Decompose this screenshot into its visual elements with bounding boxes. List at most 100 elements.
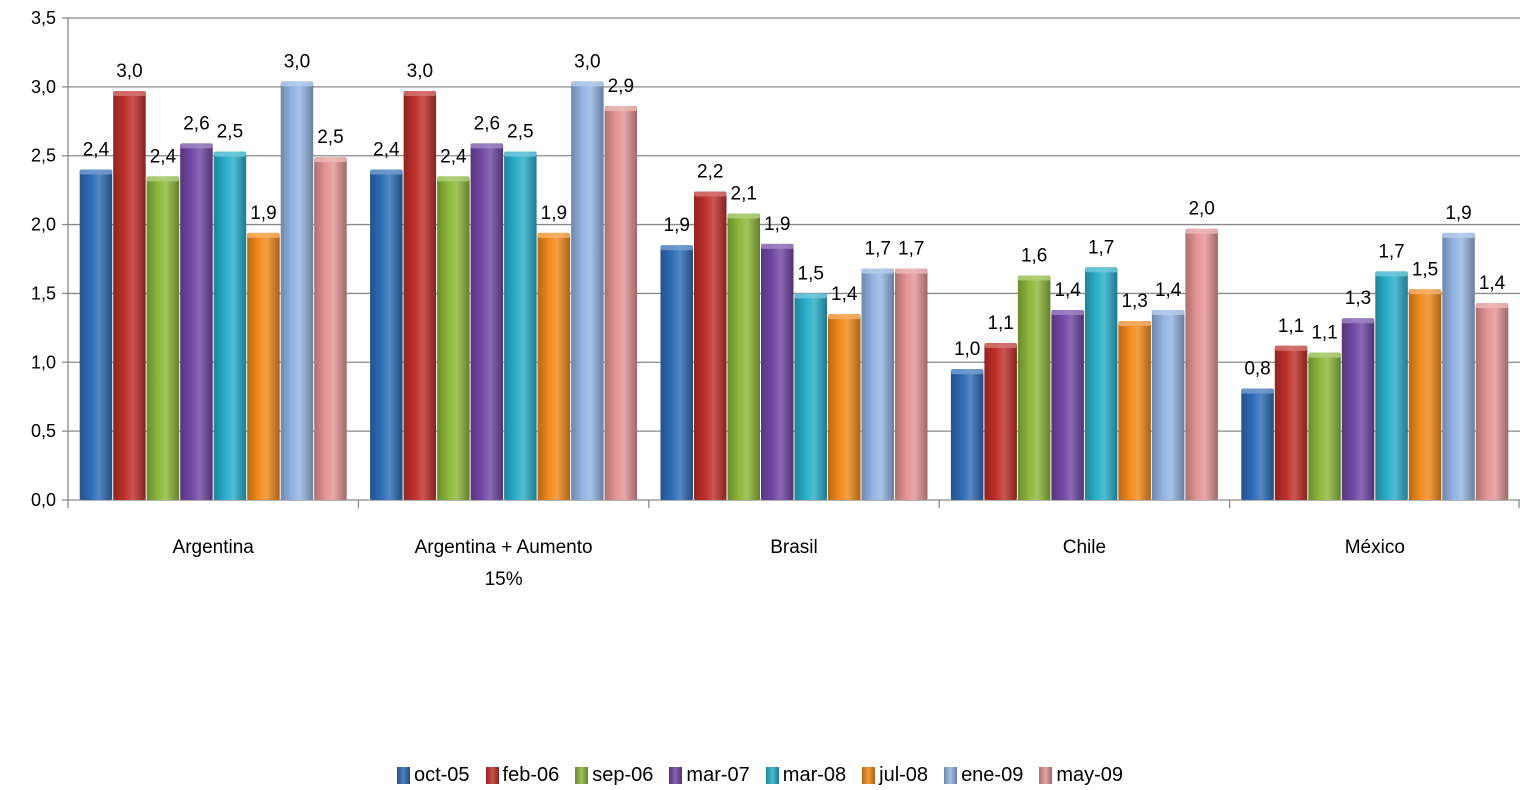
- data-label: 1,9: [764, 214, 790, 235]
- y-tick-label: 1,5: [31, 283, 56, 303]
- bar: [1476, 303, 1509, 500]
- bar: [1375, 271, 1408, 500]
- data-label: 1,1: [987, 313, 1013, 334]
- bar-cap: [147, 176, 180, 181]
- bar: [1275, 346, 1308, 500]
- bar-cap: [862, 269, 895, 274]
- data-label: 2,4: [150, 146, 177, 167]
- bar-cap: [984, 343, 1017, 348]
- data-label: 1,9: [1445, 203, 1471, 224]
- data-label: 1,5: [798, 263, 824, 284]
- bar-cap: [728, 214, 761, 219]
- bar-cap: [761, 244, 794, 249]
- data-label: 1,9: [664, 215, 690, 236]
- bar: [571, 81, 604, 500]
- bar-cap: [437, 176, 470, 181]
- legend-swatch: [1039, 767, 1052, 784]
- bar: [1085, 267, 1118, 500]
- data-label: 2,4: [440, 146, 467, 167]
- bar-cap: [895, 269, 928, 274]
- legend-item: sep-06: [575, 764, 653, 787]
- bar-cap: [504, 152, 536, 157]
- legend-item: ene-09: [944, 764, 1023, 787]
- y-tick-label: 2,0: [31, 215, 56, 235]
- bar-cap: [1342, 318, 1375, 323]
- bar: [1409, 289, 1442, 500]
- data-label: 1,7: [1378, 241, 1404, 262]
- data-label: 1,7: [865, 239, 891, 260]
- data-label: 2,0: [1188, 199, 1214, 220]
- bar: [113, 91, 146, 500]
- data-label: 1,4: [1479, 273, 1506, 294]
- bar: [370, 169, 403, 500]
- y-tick-label: 0,5: [31, 421, 56, 441]
- bar: [1308, 353, 1341, 500]
- bar-cap: [951, 369, 984, 374]
- y-tick-label: 0,0: [31, 490, 56, 510]
- legend-swatch: [397, 767, 410, 784]
- bar-cap: [1375, 271, 1408, 276]
- bar: [437, 176, 470, 500]
- bar: [728, 214, 761, 500]
- legend-label: ene-09: [961, 764, 1023, 787]
- bar-cap: [1118, 321, 1151, 326]
- legend-item: may-09: [1039, 764, 1123, 787]
- bar-cap: [1152, 310, 1185, 315]
- bar-cap: [1085, 267, 1118, 272]
- data-label: 1,7: [1088, 237, 1114, 258]
- data-label: 2,9: [608, 76, 634, 97]
- data-label: 3,0: [284, 51, 310, 72]
- bar: [828, 314, 861, 500]
- legend-swatch: [766, 767, 779, 784]
- y-tick-label: 3,5: [31, 8, 56, 28]
- data-label: 2,6: [183, 113, 209, 134]
- bar-chart: 0,0 0,5 1,0 1,5 2,0 2,5 3,0 3,5 Argentina Argenti…: [0, 0, 1520, 750]
- data-label: 1,4: [831, 284, 858, 305]
- bar: [538, 233, 571, 500]
- bar: [147, 176, 180, 500]
- data-label: 2,5: [217, 122, 243, 143]
- bar: [951, 369, 984, 500]
- y-tick-label: 2,5: [31, 146, 56, 166]
- data-label: 2,6: [474, 113, 500, 134]
- data-label: 1,7: [898, 239, 924, 260]
- bar: [605, 106, 638, 500]
- bar: [1018, 276, 1051, 500]
- data-label: 1,1: [1311, 323, 1337, 344]
- data-label: 2,5: [317, 127, 343, 148]
- bar-cap: [1275, 346, 1308, 351]
- legend-label: may-09: [1056, 764, 1123, 787]
- bar: [895, 269, 928, 500]
- bar: [1152, 310, 1185, 500]
- data-label: 2,2: [697, 162, 723, 183]
- bar: [795, 293, 828, 500]
- bar: [404, 91, 437, 500]
- bar-cap: [370, 169, 403, 174]
- bar: [214, 152, 247, 500]
- y-tick-label: 1,0: [31, 352, 56, 372]
- bar-cap: [1051, 310, 1084, 315]
- bar: [694, 192, 727, 500]
- legend-swatch: [669, 767, 682, 784]
- bar: [281, 81, 314, 500]
- data-label: 3,0: [116, 61, 142, 82]
- bar-cap: [795, 293, 828, 298]
- bar-cap: [404, 91, 437, 96]
- legend-item: mar-07: [669, 764, 749, 787]
- legend-label: mar-07: [686, 764, 749, 787]
- data-label: 1,0: [954, 339, 980, 360]
- data-label: 1,4: [1155, 280, 1182, 301]
- bar-cap: [214, 152, 247, 157]
- legend-swatch: [862, 767, 875, 784]
- legend-item: oct-05: [397, 764, 470, 787]
- legend-swatch: [944, 767, 957, 784]
- bar-cap: [1476, 303, 1509, 308]
- x-category-label: Argentina: [173, 537, 255, 558]
- bar-cap: [1185, 229, 1218, 234]
- bar: [180, 143, 213, 500]
- bar: [862, 269, 895, 500]
- bar-cap: [661, 245, 694, 250]
- legend-label: mar-08: [783, 764, 846, 787]
- legend-label: jul-08: [879, 764, 928, 787]
- data-label: 1,1: [1278, 316, 1304, 337]
